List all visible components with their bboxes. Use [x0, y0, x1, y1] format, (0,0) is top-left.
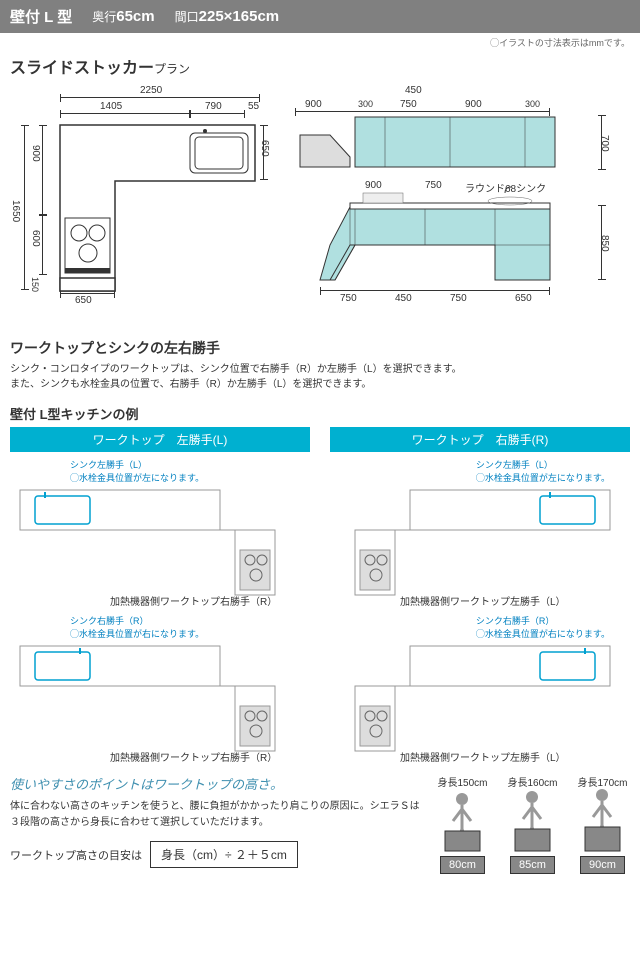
edim-900b: 900: [465, 99, 482, 110]
kitchen-type: 壁付 L 型: [10, 6, 72, 27]
plan-view-diagram: 2250 1405 790 55 1650 900 600 150 650 65…: [10, 85, 270, 315]
edim-300a: 300: [358, 99, 373, 109]
elevation-svg: [295, 115, 575, 290]
dim-790: 790: [205, 101, 222, 112]
dim-600: 600: [30, 230, 41, 247]
edim-750a: 750: [400, 99, 417, 110]
height-fig-170: 身長170cm 90cm: [575, 774, 630, 874]
height-section: 使いやすさのポイントはワークトップの高さ。 体に合わない高さのキッチンを使うと、…: [0, 764, 640, 884]
dimension-note: ◯イラストの寸法表示はmmです。: [0, 33, 640, 52]
height-desc: 体に合わない高さのキッチンを使うと、腰に負担がかかったり肩こりの原因に。シエラＳ…: [10, 799, 420, 831]
depth-value: 65cm: [116, 8, 154, 25]
edim-900a: 900: [305, 99, 322, 110]
lr-diagram-ll: シンク左勝手（L） ◯水栓金具位置が左になります。 加熱機器側ワークトップ右勝手…: [10, 458, 310, 608]
edim-450: 450: [405, 85, 422, 96]
lr-svg-2: [10, 636, 300, 756]
lr-examples: ワークトップ 左勝手(L) シンク左勝手（L） ◯水栓金具位置が左になります。 …: [0, 427, 640, 764]
lr-right-col: ワークトップ 右勝手(R) シンク左勝手（L） ◯水栓金具位置が左になります。 …: [330, 427, 630, 764]
plan-l-shape: [55, 123, 265, 298]
dim-1650: 1650: [10, 200, 21, 222]
edim-b450: 450: [395, 293, 412, 304]
lr-svg-3: [330, 480, 620, 600]
dim-150: 150: [30, 277, 40, 292]
lr-diagram-lr: シンク右勝手（R） ◯水栓金具位置が右になります。 加熱機器側ワークトップ右勝手…: [10, 614, 310, 764]
worktop-section-title: ワークトップとシンクの左右勝手: [0, 330, 640, 362]
lr-svg-1: [10, 480, 300, 600]
dim-900: 900: [30, 145, 41, 162]
edim-300b: 300: [525, 99, 540, 109]
height-fig-160: 身長160cm 85cm: [505, 774, 560, 874]
lr-svg-4: [330, 636, 620, 756]
dim-1405: 1405: [100, 101, 122, 112]
lr-diagram-rl: シンク左勝手（L） ◯水栓金具位置が左になります。 加熱機器側ワークトップ左勝手…: [330, 458, 630, 608]
worktop-section-text: シンク・コンロタイプのワークトップは、シンク位置で右勝手（R）か左勝手（L）を選…: [0, 362, 640, 400]
lr-left-col: ワークトップ 左勝手(L) シンク左勝手（L） ◯水栓金具位置が左になります。 …: [10, 427, 310, 764]
person-icon-170: [575, 789, 630, 854]
width-label: 間口: [175, 10, 199, 24]
height-fig-150: 身長150cm 80cm: [435, 774, 490, 874]
plan-title: スライドストッカープラン: [0, 52, 640, 80]
edim-b750b: 750: [450, 293, 467, 304]
header-bar: 壁付 L 型 奥行65cm 間口225×165cm: [0, 0, 640, 33]
person-icon-150: [435, 789, 490, 854]
height-figures: 身長150cm 80cm 身長160cm 85cm 身長170cm: [435, 774, 630, 874]
lr-right-header: ワークトップ 右勝手(R): [330, 427, 630, 452]
depth-label: 奥行: [92, 10, 116, 24]
dim-55: 55: [248, 101, 259, 112]
dim-2250: 2250: [140, 85, 162, 96]
height-title: 使いやすさのポイントはワークトップの高さ。: [10, 774, 420, 793]
height-formula: ワークトップ高さの目安は 身長（cm）÷ ２＋５cm: [10, 841, 420, 868]
edim-b750a: 750: [340, 293, 357, 304]
lr-diagram-rr: シンク右勝手（R） ◯水栓金具位置が右になります。 加熱機器側ワークトップ左勝手…: [330, 614, 630, 764]
height-text-block: 使いやすさのポイントはワークトップの高さ。 体に合わない高さのキッチンを使うと、…: [10, 774, 435, 874]
example-title: 壁付 L型キッチンの例: [0, 400, 640, 427]
person-icon-160: [505, 789, 560, 854]
elevation-diagram: 450 900 300 750 900 300 700 850 900 750 …: [290, 85, 610, 315]
width-value: 225×165cm: [199, 8, 280, 25]
diagrams-row: 2250 1405 790 55 1650 900 600 150 650 65…: [0, 80, 640, 330]
edim-b650: 650: [515, 293, 532, 304]
lr-left-header: ワークトップ 左勝手(L): [10, 427, 310, 452]
